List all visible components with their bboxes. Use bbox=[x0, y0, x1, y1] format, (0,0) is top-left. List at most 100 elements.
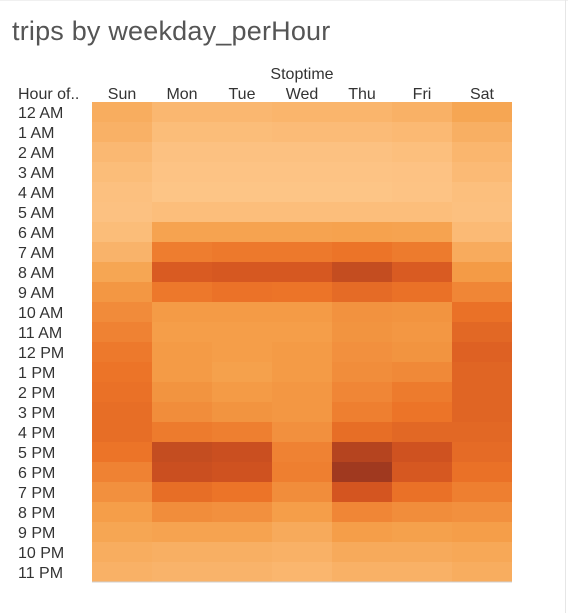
heatmap-cell-wed-4pm bbox=[272, 422, 332, 442]
heatmap-cell-tue-11am bbox=[212, 322, 272, 342]
heatmap-cell-mon-3am bbox=[152, 162, 212, 182]
y-tick-label: 1 AM bbox=[18, 125, 54, 142]
heatmap-cell-mon-2pm bbox=[152, 382, 212, 402]
heatmap-cell-thu-9pm bbox=[332, 522, 392, 542]
heatmap-cell-mon-4pm bbox=[152, 422, 212, 442]
heatmap-cell-tue-2am bbox=[212, 142, 272, 162]
heatmap-cell-fri-8pm bbox=[392, 502, 452, 522]
x-tick-label: Fri bbox=[413, 86, 432, 103]
heatmap-cell-fri-6am bbox=[392, 222, 452, 242]
heatmap-cell-sun-5pm bbox=[92, 442, 152, 462]
heatmap-cell-sun-1am bbox=[92, 122, 152, 142]
heatmap-cell-thu-10pm bbox=[332, 542, 392, 562]
heatmap-cell-sat-1pm bbox=[452, 362, 512, 382]
y-tick-label: 6 AM bbox=[18, 225, 54, 242]
heatmap-cell-tue-4pm bbox=[212, 422, 272, 442]
heatmap-cell-fri-11am bbox=[392, 322, 452, 342]
heatmap-cell-sun-2pm bbox=[92, 382, 152, 402]
heatmap-cell-sun-3pm bbox=[92, 402, 152, 422]
heatmap-cell-sat-4pm bbox=[452, 422, 512, 442]
row-header-title: Hour of.. bbox=[18, 86, 79, 103]
heatmap-cell-fri-9am bbox=[392, 282, 452, 302]
heatmap-cell-sat-7am bbox=[452, 242, 512, 262]
y-tick-label: 11 AM bbox=[18, 325, 62, 342]
heatmap-cell-wed-10am bbox=[272, 302, 332, 322]
heatmap-cell-fri-11pm bbox=[392, 562, 452, 582]
y-tick-label: 6 PM bbox=[18, 465, 55, 482]
heatmap-cell-fri-7pm bbox=[392, 482, 452, 502]
heatmap-cell-fri-8am bbox=[392, 262, 452, 282]
heatmap-cell-wed-10pm bbox=[272, 542, 332, 562]
y-tick-label: 10 PM bbox=[18, 545, 64, 562]
y-tick-label: 7 AM bbox=[18, 245, 54, 262]
heatmap-cell-fri-10am bbox=[392, 302, 452, 322]
heatmap-cell-tue-1am bbox=[212, 122, 272, 142]
heatmap-cell-sat-3am bbox=[452, 162, 512, 182]
heatmap-cell-sat-12am bbox=[452, 102, 512, 122]
heatmap-cell-sat-10am bbox=[452, 302, 512, 322]
heatmap-cell-wed-9pm bbox=[272, 522, 332, 542]
heatmap-cell-thu-11am bbox=[332, 322, 392, 342]
heatmap-cell-tue-2pm bbox=[212, 382, 272, 402]
y-tick-label: 2 AM bbox=[18, 145, 54, 162]
heatmap-cell-sat-6pm bbox=[452, 462, 512, 482]
heatmap-cell-thu-8am bbox=[332, 262, 392, 282]
heatmap-cell-thu-2pm bbox=[332, 382, 392, 402]
heatmap-cell-tue-7pm bbox=[212, 482, 272, 502]
heatmap-cell-mon-1pm bbox=[152, 362, 212, 382]
heatmap-cell-wed-8pm bbox=[272, 502, 332, 522]
heatmap-cell-sun-4pm bbox=[92, 422, 152, 442]
heatmap-cell-mon-5pm bbox=[152, 442, 212, 462]
heatmap-cell-mon-11pm bbox=[152, 562, 212, 582]
heatmap-cell-thu-12am bbox=[332, 102, 392, 122]
heatmap-cell-fri-9pm bbox=[392, 522, 452, 542]
heatmap-cell-mon-12am bbox=[152, 102, 212, 122]
heatmap-cell-wed-6pm bbox=[272, 462, 332, 482]
heatmap-cell-sat-1am bbox=[452, 122, 512, 142]
heatmap-cell-thu-5am bbox=[332, 202, 392, 222]
heatmap-cell-tue-4am bbox=[212, 182, 272, 202]
y-tick-label: 10 AM bbox=[18, 305, 63, 322]
heatmap-cell-wed-3am bbox=[272, 162, 332, 182]
heatmap-cell-thu-1pm bbox=[332, 362, 392, 382]
heatmap-cell-tue-12pm bbox=[212, 342, 272, 362]
heatmap-cell-mon-6am bbox=[152, 222, 212, 242]
heatmap-cell-thu-9am bbox=[332, 282, 392, 302]
y-tick-label: 1 PM bbox=[18, 365, 55, 382]
y-tick-label: 12 PM bbox=[18, 345, 64, 362]
heatmap-cell-sun-11am bbox=[92, 322, 152, 342]
heatmap-cell-sun-11pm bbox=[92, 562, 152, 582]
heatmap-cell-sat-5am bbox=[452, 202, 512, 222]
heatmap-cell-thu-10am bbox=[332, 302, 392, 322]
heatmap-cell-sun-1pm bbox=[92, 362, 152, 382]
y-tick-label: 9 PM bbox=[18, 525, 55, 542]
heatmap-cell-sun-6pm bbox=[92, 462, 152, 482]
heatmap-cell-fri-2pm bbox=[392, 382, 452, 402]
heatmap-cell-fri-5am bbox=[392, 202, 452, 222]
heatmap-cell-tue-10pm bbox=[212, 542, 272, 562]
heatmap-cell-fri-1am bbox=[392, 122, 452, 142]
heatmap-cell-fri-12pm bbox=[392, 342, 452, 362]
heatmap-cell-mon-3pm bbox=[152, 402, 212, 422]
heatmap-cell-sat-4am bbox=[452, 182, 512, 202]
heatmap-cell-mon-8am bbox=[152, 262, 212, 282]
heatmap-cell-mon-7pm bbox=[152, 482, 212, 502]
heatmap-cell-sat-7pm bbox=[452, 482, 512, 502]
x-tick-label: Sat bbox=[470, 86, 495, 103]
heatmap-cell-fri-6pm bbox=[392, 462, 452, 482]
heatmap-cell-fri-3pm bbox=[392, 402, 452, 422]
heatmap-cell-thu-8pm bbox=[332, 502, 392, 522]
heatmap-cell-mon-9am bbox=[152, 282, 212, 302]
heatmap-cell-sun-7am bbox=[92, 242, 152, 262]
heatmap-cell-wed-2pm bbox=[272, 382, 332, 402]
heatmap-cell-wed-12pm bbox=[272, 342, 332, 362]
heatmap-cell-mon-12pm bbox=[152, 342, 212, 362]
heatmap-cell-mon-10am bbox=[152, 302, 212, 322]
y-tick-label: 5 PM bbox=[18, 445, 55, 462]
heatmap-cell-sun-2am bbox=[92, 142, 152, 162]
heatmap-cell-sun-12am bbox=[92, 102, 152, 122]
heatmap-cell-fri-4am bbox=[392, 182, 452, 202]
heatmap-cell-wed-11am bbox=[272, 322, 332, 342]
heatmap-cell-sun-8pm bbox=[92, 502, 152, 522]
heatmap-cell-thu-1am bbox=[332, 122, 392, 142]
